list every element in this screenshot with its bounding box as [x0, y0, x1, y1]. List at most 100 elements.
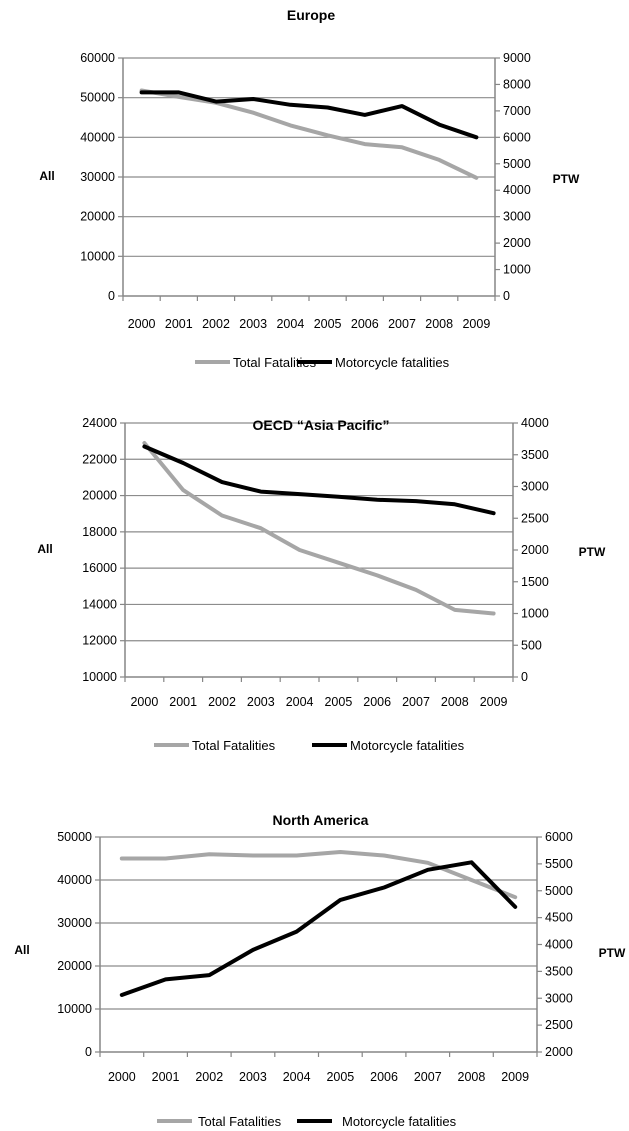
- left-tick-label: 24000: [82, 416, 117, 430]
- x-tick-label: 2009: [462, 317, 490, 331]
- right-tick-label: 2500: [545, 1018, 573, 1032]
- left-axis-title: All: [14, 943, 29, 957]
- left-tick-label: 0: [85, 1045, 92, 1059]
- x-tick-label: 2000: [108, 1070, 136, 1084]
- left-tick-label: 30000: [80, 170, 115, 184]
- x-tick-label: 2001: [152, 1070, 180, 1084]
- chart-0: 0 10000 20000 30000 40000 50000 60000 0 1000 2000…: [39, 7, 580, 370]
- right-tick-label: 1000: [503, 263, 531, 277]
- chart-1: 1000012000140001600018000200002200024000…: [37, 416, 606, 753]
- right-tick-label: 2000: [545, 1045, 573, 1059]
- right-tick-label: 9000: [503, 51, 531, 65]
- x-tick-label: 2004: [286, 695, 314, 709]
- left-tick-label: 10000: [57, 1002, 92, 1016]
- right-axis-title: PTW: [553, 172, 580, 186]
- right-tick-label: 6000: [503, 130, 531, 144]
- left-tick-label: 10000: [80, 249, 115, 263]
- x-tick-label: 2008: [441, 695, 469, 709]
- chart-2: 0 10000 20000 30000 40000 50000 2000 2500 3000 35…: [14, 812, 626, 1129]
- legend-label: Total Fatalities: [233, 355, 317, 370]
- x-tick-label: 2007: [414, 1070, 442, 1084]
- series-line-motorcycle-fatalities: [119, 860, 518, 997]
- right-tick-label: 6000: [545, 830, 573, 844]
- legend-label: Motorcycle fatalities: [335, 355, 450, 370]
- x-tick-label: 2003: [239, 1070, 267, 1084]
- x-tick-label: 2003: [239, 317, 267, 331]
- left-tick-label: 40000: [57, 873, 92, 887]
- x-tick-label: 2006: [351, 317, 379, 331]
- right-tick-label: 1000: [521, 607, 549, 621]
- left-tick-label: 16000: [82, 561, 117, 575]
- x-tick-label: 2001: [165, 317, 193, 331]
- x-tick-label: 2000: [130, 695, 158, 709]
- right-tick-label: 5000: [503, 157, 531, 171]
- left-tick-label: 10000: [82, 670, 117, 684]
- right-axis-title: PTW: [579, 545, 606, 559]
- right-tick-label: 4000: [545, 938, 573, 952]
- right-axis-title: PTW: [599, 946, 626, 960]
- x-tick-label: 2006: [363, 695, 391, 709]
- x-tick-label: 2005: [326, 1070, 354, 1084]
- legend-label: Total Fatalities: [192, 738, 276, 753]
- right-tick-label: 5000: [545, 884, 573, 898]
- chart-title: Europe: [287, 7, 335, 23]
- series-line-total-fatalities: [139, 88, 479, 180]
- series-line-total-fatalities: [119, 850, 518, 900]
- right-tick-label: 3000: [503, 210, 531, 224]
- right-tick-label: 2000: [503, 236, 531, 250]
- x-tick-label: 2002: [195, 1070, 223, 1084]
- right-tick-label: 7000: [503, 104, 531, 118]
- x-tick-label: 2005: [314, 317, 342, 331]
- x-tick-label: 2007: [388, 317, 416, 331]
- left-tick-label: 60000: [80, 51, 115, 65]
- x-tick-label: 2007: [402, 695, 430, 709]
- left-tick-label: 20000: [57, 959, 92, 973]
- right-tick-label: 2500: [521, 511, 549, 525]
- legend-label: Total Fatalities: [198, 1114, 282, 1129]
- x-tick-label: 2008: [458, 1070, 486, 1084]
- right-tick-label: 4500: [545, 911, 573, 925]
- right-tick-label: 500: [521, 638, 542, 652]
- right-tick-label: 1500: [521, 575, 549, 589]
- left-tick-label: 12000: [82, 634, 117, 648]
- left-axis-title: All: [39, 169, 54, 183]
- x-tick-label: 2001: [169, 695, 197, 709]
- x-tick-label: 2008: [425, 317, 453, 331]
- right-tick-label: 2000: [521, 543, 549, 557]
- series-line-total-fatalities: [142, 441, 496, 616]
- left-axis-title: All: [37, 542, 52, 556]
- x-tick-label: 2009: [480, 695, 508, 709]
- left-tick-label: 40000: [80, 130, 115, 144]
- left-tick-label: 50000: [57, 830, 92, 844]
- right-tick-label: 3500: [521, 448, 549, 462]
- right-tick-label: 4000: [503, 183, 531, 197]
- chart-title: North America: [273, 812, 369, 828]
- x-tick-label: 2004: [283, 1070, 311, 1084]
- x-tick-label: 2002: [202, 317, 230, 331]
- left-tick-label: 50000: [80, 91, 115, 105]
- left-tick-label: 30000: [57, 916, 92, 930]
- right-tick-label: 8000: [503, 77, 531, 91]
- legend-label: Motorcycle fatalities: [342, 1114, 457, 1129]
- left-tick-label: 18000: [82, 525, 117, 539]
- left-tick-label: 14000: [82, 597, 117, 611]
- right-tick-label: 5500: [545, 857, 573, 871]
- chart-title: OECD “Asia Pacific”: [253, 417, 390, 433]
- right-tick-label: 3500: [545, 964, 573, 978]
- x-tick-label: 2005: [324, 695, 352, 709]
- x-tick-label: 2000: [128, 317, 156, 331]
- right-tick-label: 3000: [545, 991, 573, 1005]
- left-tick-label: 0: [108, 289, 115, 303]
- x-tick-label: 2002: [208, 695, 236, 709]
- left-tick-label: 22000: [82, 452, 117, 466]
- left-tick-label: 20000: [82, 489, 117, 503]
- x-tick-label: 2003: [247, 695, 275, 709]
- left-tick-label: 20000: [80, 210, 115, 224]
- series-line-motorcycle-fatalities: [142, 444, 496, 516]
- right-tick-label: 0: [521, 670, 528, 684]
- x-tick-label: 2009: [501, 1070, 529, 1084]
- right-tick-label: 0: [503, 289, 510, 303]
- series-line-motorcycle-fatalities: [139, 90, 479, 140]
- x-tick-label: 2004: [276, 317, 304, 331]
